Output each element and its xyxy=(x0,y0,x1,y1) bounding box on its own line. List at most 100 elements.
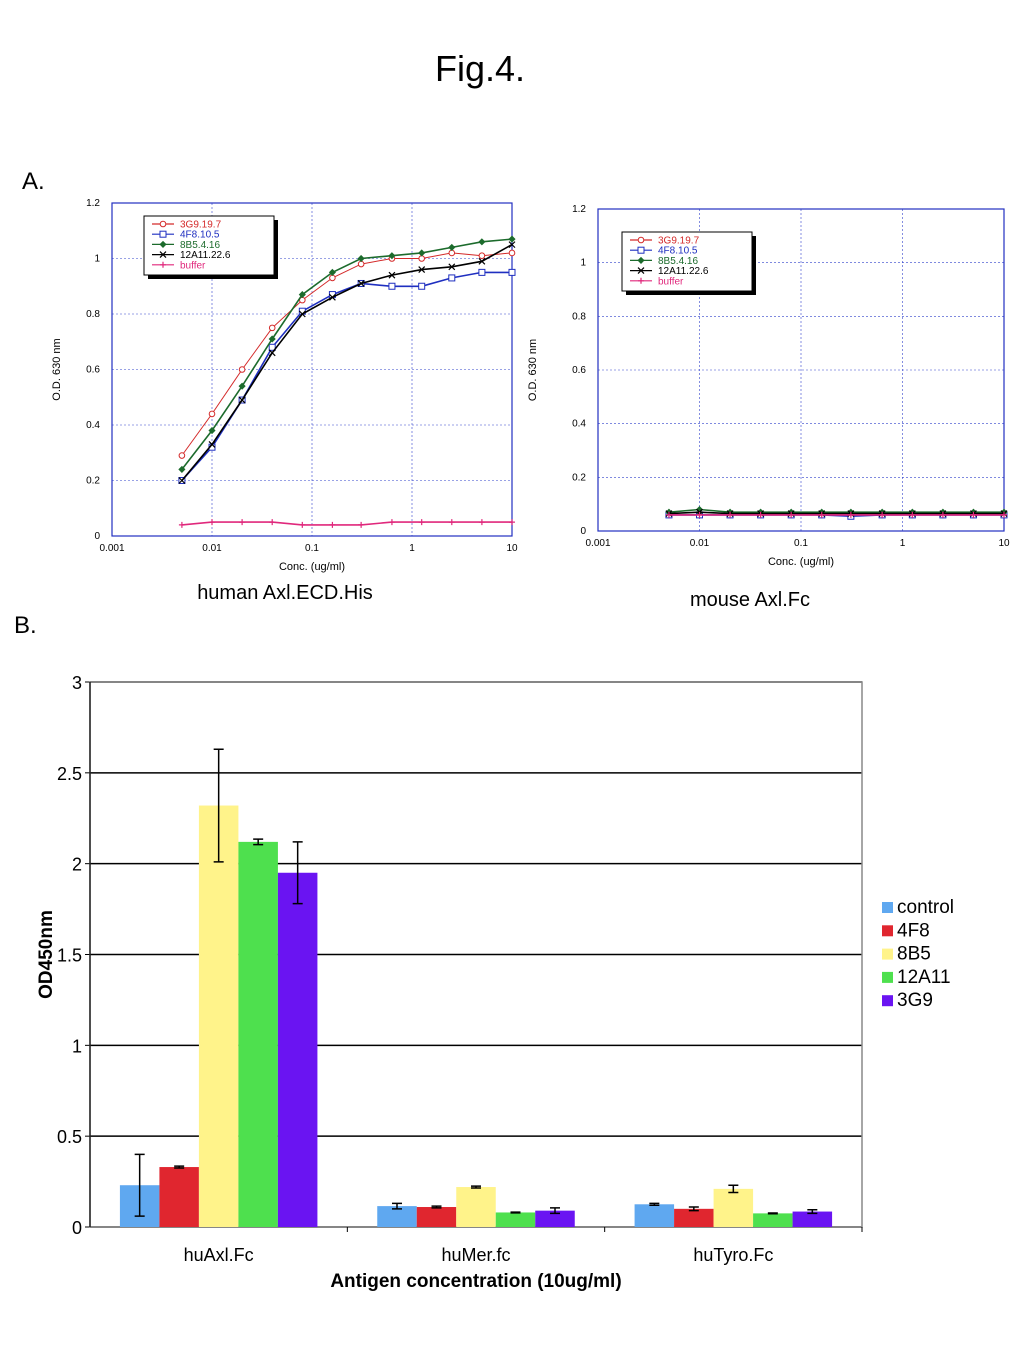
human-data-point xyxy=(448,519,455,526)
human-legend-label: buffer xyxy=(180,260,206,271)
human-data-point xyxy=(208,410,216,418)
human-data-point xyxy=(448,243,456,251)
human-series-1 xyxy=(178,268,516,484)
bar xyxy=(377,1206,417,1227)
human-data-point xyxy=(268,324,276,332)
mouse-y-tick-label: 0.6 xyxy=(572,365,586,376)
human-data-point xyxy=(298,310,306,318)
bar xyxy=(713,1188,754,1227)
human-x-tick-label: 1 xyxy=(409,543,415,554)
chart-human-axl-caption: human Axl.ECD.His xyxy=(197,582,373,604)
human-data-point xyxy=(418,519,425,526)
human-data-point xyxy=(418,266,426,274)
human-data-point xyxy=(448,249,456,257)
human-data-point xyxy=(357,280,365,287)
human-legend-label: 3G9.19.7 xyxy=(180,220,222,231)
bars-x-axis-label: Antigen concentration (10ug/ml) xyxy=(330,1271,621,1292)
human-y-tick-label: 0.4 xyxy=(86,420,100,431)
human-plot-frame xyxy=(111,202,513,537)
human-data-point xyxy=(478,252,486,260)
bars-legend-swatch xyxy=(882,971,893,983)
human-x-tick-label: 0.01 xyxy=(202,543,222,554)
human-series-3 xyxy=(178,241,516,484)
mouse-data-point xyxy=(1001,511,1007,518)
human-data-point xyxy=(508,268,516,276)
human-y-tick-label: 1.2 xyxy=(86,198,100,209)
bar xyxy=(792,1211,833,1227)
bars-y-tick-label: 0.5 xyxy=(57,1127,82,1147)
human-data-point xyxy=(418,255,425,262)
mouse-data-point xyxy=(879,511,886,518)
human-x-tick-label: 10 xyxy=(506,543,518,554)
bar-error-bar xyxy=(134,1153,145,1217)
bar-error-bar xyxy=(649,1202,660,1206)
bar xyxy=(535,1210,575,1227)
human-data-point xyxy=(329,274,336,282)
bar xyxy=(159,1167,199,1227)
human-data-point xyxy=(478,519,485,526)
chart-mouse-axl: 0 0.2 0.4 0.6 0.8 1 1.2 0.001 0.01 0.1 1 10 Conc. (u… xyxy=(527,204,1010,568)
human-series-line xyxy=(181,521,512,526)
mouse-legend-marker xyxy=(638,277,644,284)
human-series-line xyxy=(181,271,512,482)
bar-error-bar xyxy=(550,1207,560,1215)
human-data-point xyxy=(238,396,246,404)
human-legend-label: 12A11.22.6 xyxy=(180,250,231,261)
mouse-legend-marker xyxy=(637,256,645,264)
mouse-y-tick-label: 0.8 xyxy=(572,311,586,322)
human-data-point xyxy=(388,282,396,290)
mouse-series-4 xyxy=(665,511,1007,518)
bars-category-label: huMer.fc xyxy=(441,1245,510,1265)
bars-y-tick-label: 2 xyxy=(72,855,82,875)
human-data-point xyxy=(209,519,215,526)
human-data-point xyxy=(178,465,186,473)
mouse-y-tick-label: 0 xyxy=(580,526,586,537)
mouse-legend-label: 12A11.22.6 xyxy=(658,266,709,277)
bar xyxy=(456,1187,496,1227)
human-data-point xyxy=(357,260,365,268)
human-data-point xyxy=(478,238,486,246)
mouse-data-point xyxy=(909,511,916,518)
human-series-2 xyxy=(178,235,516,473)
mouse-y-tick-label: 1 xyxy=(580,258,586,269)
bars-y-tick-label: 2.5 xyxy=(57,764,82,784)
mouse-legend-label: buffer xyxy=(658,276,684,287)
human-y-tick-label: 1 xyxy=(94,254,100,265)
bar xyxy=(198,805,239,1227)
mouse-legend-marker xyxy=(637,246,645,254)
human-x-axis-label: Conc. (ug/ml) xyxy=(279,561,345,573)
mouse-y-tick-label: 1.2 xyxy=(572,204,586,215)
mouse-y-tick-label: 0.4 xyxy=(572,419,586,430)
bars-legend-label: 4F8 xyxy=(897,920,930,941)
human-data-point xyxy=(268,343,276,351)
human-data-point xyxy=(388,271,396,279)
mouse-data-point xyxy=(788,511,795,518)
human-data-point xyxy=(328,293,336,301)
human-x-tick-label: 0.001 xyxy=(99,543,124,554)
human-data-point xyxy=(418,249,426,257)
human-data-point xyxy=(268,335,276,343)
human-y-tick-label: 0.2 xyxy=(86,476,100,487)
human-data-point xyxy=(328,268,336,276)
human-series-0 xyxy=(178,249,516,459)
mouse-data-point xyxy=(818,511,825,518)
panel-a-label: A. xyxy=(22,168,45,195)
human-data-point xyxy=(418,282,426,290)
mouse-data-point xyxy=(970,511,977,518)
figure-title: Fig.4. xyxy=(434,48,526,89)
human-legend-marker xyxy=(160,261,166,268)
mouse-data-point xyxy=(696,511,703,518)
human-data-point xyxy=(448,263,456,271)
bars-legend-label: control xyxy=(897,897,954,918)
human-series-line xyxy=(181,252,513,456)
bar-error-bar xyxy=(510,1211,521,1214)
human-data-point xyxy=(269,519,276,526)
mouse-x-tick-label: 10 xyxy=(998,538,1010,549)
human-data-point xyxy=(178,452,186,459)
mouse-data-point xyxy=(939,511,946,518)
human-data-point xyxy=(358,521,365,528)
human-data-point xyxy=(508,235,516,243)
human-data-point xyxy=(208,441,216,448)
bars-y-tick-label: 1 xyxy=(72,1036,82,1056)
human-data-point xyxy=(478,257,486,265)
